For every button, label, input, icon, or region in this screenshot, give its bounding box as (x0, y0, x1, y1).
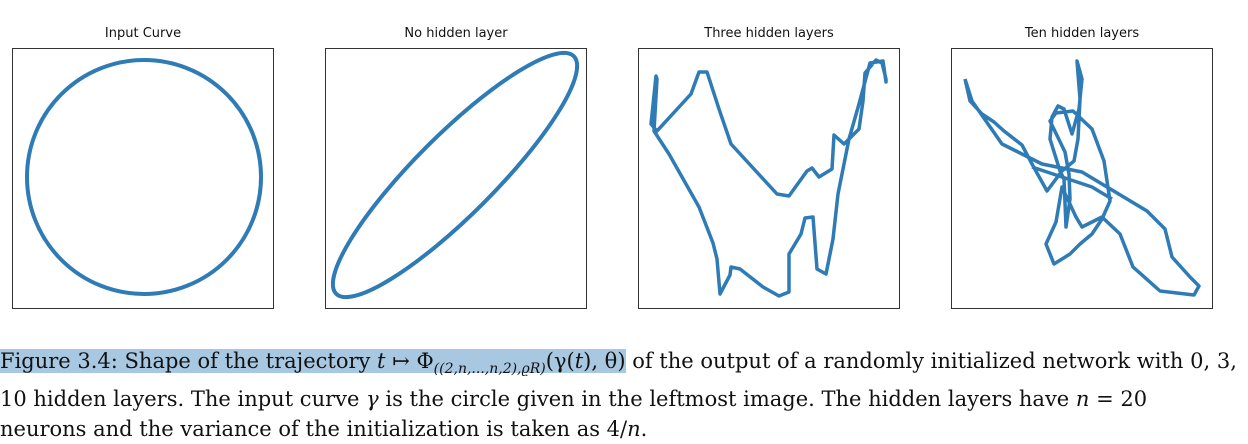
panel-title: Ten hidden layers (1024, 26, 1140, 41)
panel-no-hidden-layer: No hidden layer (325, 0, 587, 320)
panel-input-curve: Input Curve (12, 0, 274, 320)
plot-area (325, 48, 587, 309)
math-gamma: γ (366, 387, 379, 411)
math-args-close: ), θ) (583, 349, 626, 373)
plot-area (12, 48, 274, 309)
caption-text: of the output of a randomly initialized … (0, 349, 1237, 411)
math-n: n (1075, 387, 1090, 411)
three-hidden-layers-plot (649, 58, 888, 298)
math-mapsto: ↦ (385, 349, 417, 373)
ten-hidden-layers-plot (963, 59, 1201, 297)
math-args-open: (γ( (545, 349, 575, 373)
panel-ten-hidden-layers: Ten hidden layers (951, 0, 1213, 320)
trajectory-curve (963, 59, 1201, 297)
math-t: t (574, 349, 584, 373)
panel-title: No hidden layer (404, 26, 508, 41)
math-t: t (377, 349, 386, 373)
figure-caption: Figure 3.4: Shape of the trajectory t ↦ … (0, 346, 1240, 444)
ellipse-curve (330, 50, 580, 300)
no-hidden-layer-plot (330, 50, 580, 300)
caption-text: = 20 neurons and the variance of the ini… (0, 387, 1148, 441)
caption-text: is the circle given in the leftmost imag… (378, 387, 1076, 411)
panel-title: Three hidden layers (704, 26, 834, 41)
caption-prefix: Figure 3.4: Shape of the trajectory (0, 349, 378, 373)
trajectory-curve (649, 58, 888, 298)
caption-highlight: Figure 3.4: Shape of the trajectory t ↦ … (0, 349, 626, 377)
math-n: n (627, 417, 641, 441)
plot-area (951, 48, 1213, 309)
caption-text: . (640, 417, 648, 441)
plot-area (638, 48, 900, 309)
math-phi: Φ (416, 349, 434, 373)
circle-curve (25, 58, 263, 296)
panel-title: Input Curve (104, 26, 182, 41)
input-curve-plot (25, 58, 263, 296)
math-phi-subscript: ((2,n,...,n,2),ϱR) (433, 361, 546, 377)
panel-three-hidden-layers: Three hidden layers (638, 0, 900, 320)
